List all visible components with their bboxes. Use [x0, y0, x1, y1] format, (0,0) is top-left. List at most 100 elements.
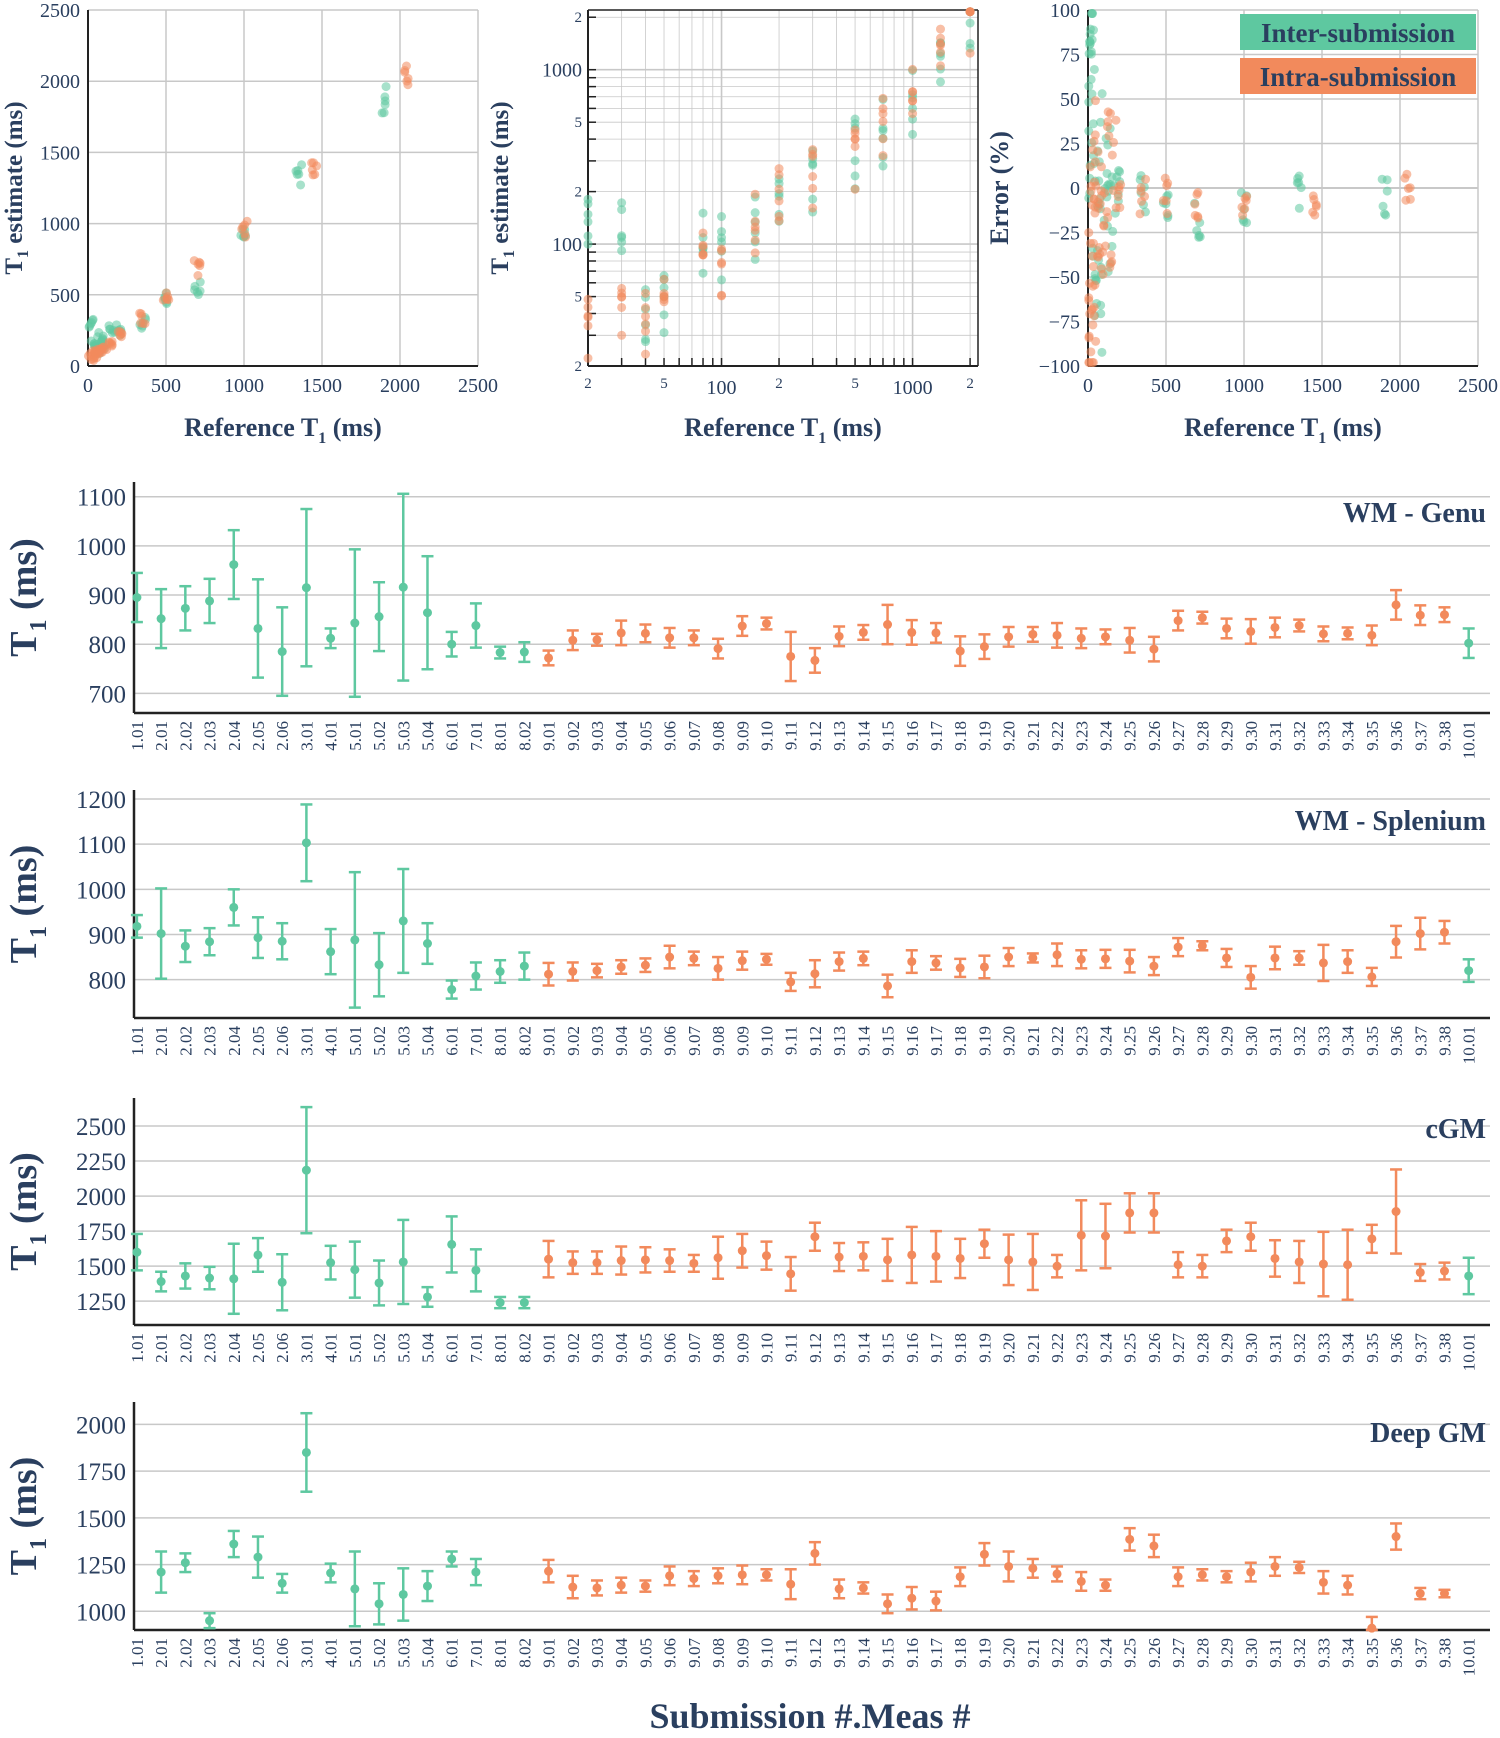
scatter-point [312, 161, 322, 171]
x-tick-label: 9.25 [1121, 1638, 1140, 1668]
scatter-point [1084, 331, 1094, 341]
x-tick-label: 9.34 [1339, 1026, 1358, 1056]
mean-point [253, 933, 263, 943]
mean-point [326, 947, 336, 957]
y-tick-label: 5 [575, 115, 583, 131]
mean-point [592, 635, 602, 645]
scatter-point [750, 208, 760, 218]
mean-point [1149, 961, 1159, 971]
mean-point [1004, 1561, 1014, 1571]
scatter-point [1088, 320, 1098, 330]
mean-point [810, 1232, 820, 1242]
x-tick-label: 2000 [1380, 375, 1420, 397]
mean-point [979, 962, 989, 972]
mean-point [447, 1239, 457, 1249]
x-tick-label: 9.11 [782, 1026, 801, 1055]
scatter-point [965, 18, 975, 28]
x-tick-label: 9.19 [975, 1026, 994, 1056]
x-tick-label: 7.01 [467, 1333, 486, 1363]
y-tick-label: 1000 [76, 534, 126, 561]
scatter-point [104, 338, 114, 348]
scatter-point [1093, 147, 1103, 157]
x-tick-label: 5.04 [418, 1333, 437, 1363]
scatter-point [878, 151, 888, 161]
mean-point [544, 969, 554, 979]
mean-point [1197, 613, 1207, 623]
mean-point [931, 958, 941, 968]
mean-point [1343, 1580, 1353, 1590]
x-tick-label: 9.08 [709, 1333, 728, 1363]
x-tick-label: 9.38 [1435, 721, 1454, 751]
mean-point [786, 651, 796, 661]
x-tick-label: 9.15 [879, 1026, 898, 1056]
x-tick-label: 9.05 [636, 721, 655, 751]
x-tick-label: 2.04 [225, 1333, 244, 1363]
y-tick-label: 2000 [76, 1412, 126, 1439]
scatter-point [1107, 241, 1117, 251]
mean-point [883, 981, 893, 991]
x-tick-label: 9.16 [903, 1333, 922, 1363]
mean-point [1197, 941, 1207, 951]
mean-point [326, 633, 336, 643]
mean-point [665, 633, 675, 643]
scatter-point [1088, 281, 1098, 291]
x-tick-label: 5 [660, 376, 668, 392]
mean-point [156, 1567, 166, 1577]
scatter-point [402, 76, 412, 86]
x-tick-label: 10.01 [1460, 1026, 1479, 1064]
x-tick-label: 9.26 [1145, 1333, 1164, 1363]
x-tick-label: 5.01 [346, 1026, 365, 1056]
mean-point [1270, 953, 1280, 963]
scatter-point [1084, 295, 1094, 305]
scatter-point [808, 183, 818, 193]
x-tick-label: 9.18 [951, 721, 970, 751]
x-tick-label: 9.01 [540, 1333, 559, 1363]
scatter-point [1087, 89, 1097, 99]
scatter-point [908, 64, 918, 74]
panel-wm-splenium: 800 900 1000 1100 1200 1.01 2.01 2.02 2.03 2.04 2.… [3, 787, 1490, 1064]
x-tick-label: 2.03 [201, 721, 220, 751]
mean-point [1100, 954, 1110, 964]
y-tick-label: 1500 [76, 1254, 126, 1281]
scatter-point [850, 134, 860, 144]
mean-point [761, 1570, 771, 1580]
x-tick-label: 5.02 [370, 1026, 389, 1056]
x-tick-label: 9.24 [1096, 1333, 1115, 1363]
scatter-point [1310, 210, 1320, 220]
scatter-point [641, 288, 651, 298]
y-tick-label: 1000 [76, 1599, 126, 1626]
x-tick-label: 2.05 [249, 1333, 268, 1363]
scatter-point [137, 311, 147, 321]
x-tick-label: 9.09 [733, 721, 752, 751]
x-tick-label: 9.03 [588, 1026, 607, 1056]
scatter-point [750, 216, 760, 226]
mean-point [1439, 1266, 1449, 1276]
mean-point [544, 1254, 554, 1264]
scatter-point [750, 235, 760, 245]
mean-point [132, 921, 142, 931]
x-tick-label: 3.01 [297, 1026, 316, 1056]
x-tick-label: 9.30 [1242, 1638, 1261, 1668]
mean-point [1125, 956, 1135, 966]
mean-point [277, 1277, 287, 1287]
x-tick-label: 9.36 [1387, 1026, 1406, 1056]
mean-point [1318, 1577, 1328, 1587]
scatter-point [192, 287, 202, 297]
scatter-point [1086, 49, 1096, 59]
mean-point [422, 608, 432, 618]
x-tick-label: 9.11 [782, 1333, 801, 1362]
x-tick-label: 5.01 [346, 1333, 365, 1363]
scatter-point [1095, 199, 1105, 209]
mean-point [1052, 630, 1062, 640]
scatter-point [1087, 9, 1097, 19]
mean-point [737, 1570, 747, 1580]
x-tick-label: 2 [775, 376, 783, 392]
x-tick-label: 9.08 [709, 1638, 728, 1668]
x-tick-label: 0 [83, 375, 93, 397]
scatter-point [698, 228, 708, 238]
x-tick-label: 9.21 [1024, 1638, 1043, 1668]
x-tick-label: 9.09 [733, 1638, 752, 1668]
scatter-point [164, 295, 174, 305]
mean-point [447, 639, 457, 649]
